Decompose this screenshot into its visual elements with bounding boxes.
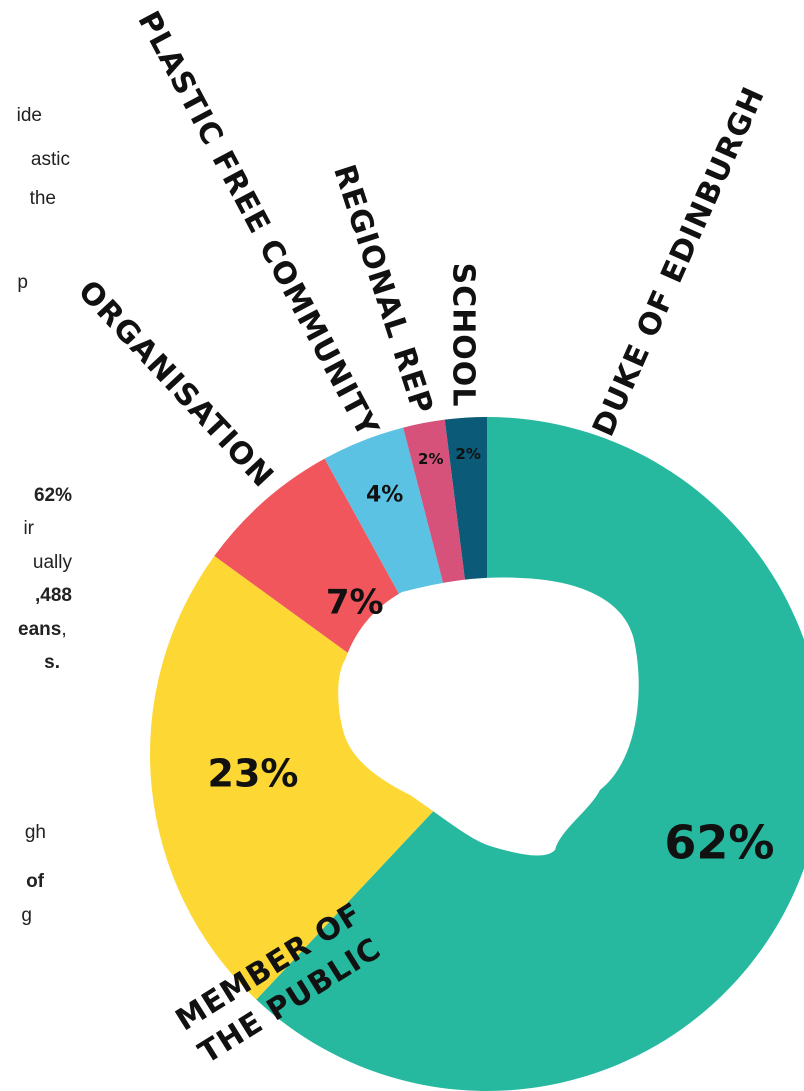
value-label-plastic-free-community: 4% [366,483,403,508]
text-fragment-11: gh [24,822,46,843]
category-label-line: DUKE OF EDINBURGH [586,82,772,442]
category-label-line: SCHOOL [446,263,481,408]
text-fragment-10: s. [44,652,60,673]
text-fragment-6: ir [23,518,34,539]
category-label-line: ORGANISATION [71,274,280,495]
text-fragment-4: p [17,272,28,293]
text-fragment-7: ually [32,552,72,573]
text-fragment-12: of [26,871,44,892]
text-fragment-9: eans, [18,618,67,642]
text-fragment-5: 62% [33,485,72,506]
text-fragment-3: the [29,188,56,209]
value-label-duke-of-edinburgh: 62% [664,816,774,870]
value-label-organisation: 7% [326,582,384,622]
text-fragment-2: astic [30,149,70,170]
text-fragment-9-comma: , [61,619,67,640]
text-fragment-9-bold: eans [18,619,62,640]
text-fragment-8: ,488 [35,585,72,606]
value-labels: 62% 23% 7% 4% 2% 2% [208,445,775,869]
value-label-regional-rep: 2% [418,450,443,468]
slice-member-of-the-public [150,555,487,1000]
value-label-member-of-the-public: 23% [208,752,299,796]
category-label-organisation: ORGANISATION [71,274,280,495]
text-fragment-1: ide [16,105,42,126]
donut-hole [338,577,639,856]
category-label-school: SCHOOL [446,263,481,408]
value-label-school: 2% [455,445,480,463]
text-fragment-13: g [21,905,32,926]
category-label-duke-of-edinburgh: DUKE OF EDINBURGH [586,82,772,442]
